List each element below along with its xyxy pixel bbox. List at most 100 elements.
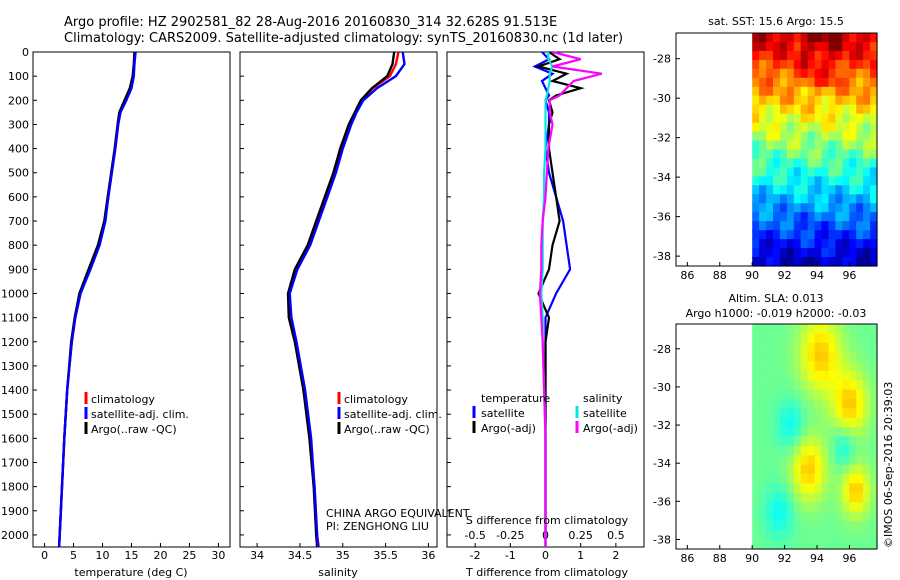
sla-cell <box>752 333 760 344</box>
sst-cell <box>807 248 816 258</box>
sla-cell <box>835 455 843 466</box>
sst-cell <box>821 212 829 222</box>
sla-cell <box>849 530 857 541</box>
difference-xlabel-bottom: T difference from climatology <box>465 566 628 579</box>
sst-cell <box>870 59 878 70</box>
sst-cell <box>752 230 760 240</box>
sst-cell <box>870 194 878 204</box>
sla-cell <box>786 370 795 381</box>
diff-tick-label-bottom: -2 <box>470 549 481 562</box>
sla-cell <box>835 389 843 400</box>
sla-cell <box>807 539 816 550</box>
difference-panel: -2 -1 0 1 2-0.5 -0.25 0 0.25 0.5 T difference fr… <box>446 50 645 579</box>
sla-cell <box>849 474 857 484</box>
sla-cell <box>773 380 781 391</box>
sla-cell <box>786 408 795 419</box>
sst-cell <box>759 239 767 249</box>
sla-cell <box>842 502 850 513</box>
sla-cell <box>779 539 788 550</box>
sla-cell <box>793 464 802 475</box>
sst-cell <box>759 230 767 240</box>
sst-cell <box>835 122 843 133</box>
sla-cell <box>807 511 816 522</box>
sst-cell <box>807 140 816 151</box>
salinity-xticks: 34 34.5 35 35.5 36 <box>250 543 435 562</box>
sla-cell <box>842 539 850 550</box>
sla-cell <box>849 502 857 513</box>
sst-cell <box>766 113 774 124</box>
sla-cell <box>856 427 864 438</box>
sla-cell <box>779 530 788 541</box>
sla-cell <box>849 445 857 456</box>
sla-cell <box>821 436 829 447</box>
sst-cell <box>773 248 781 258</box>
sst-cell <box>842 68 850 79</box>
sla-cell <box>800 455 809 466</box>
sla-cell <box>759 455 767 466</box>
sst-cell <box>773 33 781 43</box>
sla-cell <box>842 370 850 381</box>
sst-cell <box>793 113 802 124</box>
sst-cell <box>821 77 829 88</box>
sst-cell <box>773 158 781 169</box>
sla-cell <box>856 455 864 466</box>
sst-cell <box>759 122 767 133</box>
sla-cell <box>863 361 871 372</box>
sst-cell <box>800 239 809 249</box>
sst-cell <box>821 194 829 204</box>
legend-label-argo: Argo(..raw -QC) <box>91 423 177 436</box>
sst-cell <box>849 185 857 195</box>
sla-cell <box>835 502 843 513</box>
imos-stamp: ©IMOS 06-Sep-2016 20:39:03 <box>882 382 895 548</box>
sst-cell <box>793 42 802 52</box>
sla-cell <box>773 399 781 409</box>
sst-cell <box>842 122 850 133</box>
sst-cell <box>766 212 774 222</box>
sla-cell <box>842 408 850 419</box>
sla-cell <box>814 483 823 494</box>
sla-cell <box>786 455 795 466</box>
sla-cell <box>807 427 816 438</box>
sla-cell <box>779 333 788 344</box>
sla-cell <box>828 436 836 447</box>
sla-cell <box>759 492 767 503</box>
sst-cell <box>800 59 809 70</box>
map-ytick-label: -30 <box>653 381 671 394</box>
sla-cell <box>752 530 760 541</box>
sla-cell <box>779 502 788 513</box>
sla-cell <box>759 520 767 531</box>
sst-cell <box>870 140 878 151</box>
legend-label-temp-satellite: satellite <box>481 407 525 420</box>
salinity-tick-label: 35 <box>336 549 350 562</box>
sla-cell <box>759 342 767 353</box>
depth-tick-label: 1000 <box>1 287 29 300</box>
sla-cell <box>870 483 878 494</box>
sla-cell <box>752 455 760 466</box>
sst-cell <box>870 257 878 267</box>
sla-cell <box>835 474 843 484</box>
sst-cell <box>870 33 878 43</box>
sla-cell <box>835 408 843 419</box>
sst-cell <box>752 86 760 97</box>
sst-cell <box>856 50 864 61</box>
sst-cell <box>849 86 857 97</box>
sla-cell <box>870 361 878 372</box>
sst-cell <box>766 50 774 61</box>
sla-cell <box>849 511 857 522</box>
sst-cell <box>773 104 781 115</box>
sst-cell <box>870 158 878 169</box>
sla-cell <box>807 417 816 428</box>
temperature-tick-label: 30 <box>211 549 225 562</box>
sla-cell <box>863 445 871 456</box>
sst-cell <box>856 203 864 213</box>
sst-cell <box>863 113 871 124</box>
depth-tick-label: 100 <box>8 70 29 83</box>
sst-cell <box>773 239 781 249</box>
sla-cell <box>814 474 823 484</box>
sla-cell <box>821 380 829 391</box>
sla-cell <box>793 492 802 503</box>
sla-cell <box>835 520 843 531</box>
sst-cell <box>759 158 767 169</box>
sla-cell <box>773 408 781 419</box>
sst-cell <box>807 122 816 133</box>
